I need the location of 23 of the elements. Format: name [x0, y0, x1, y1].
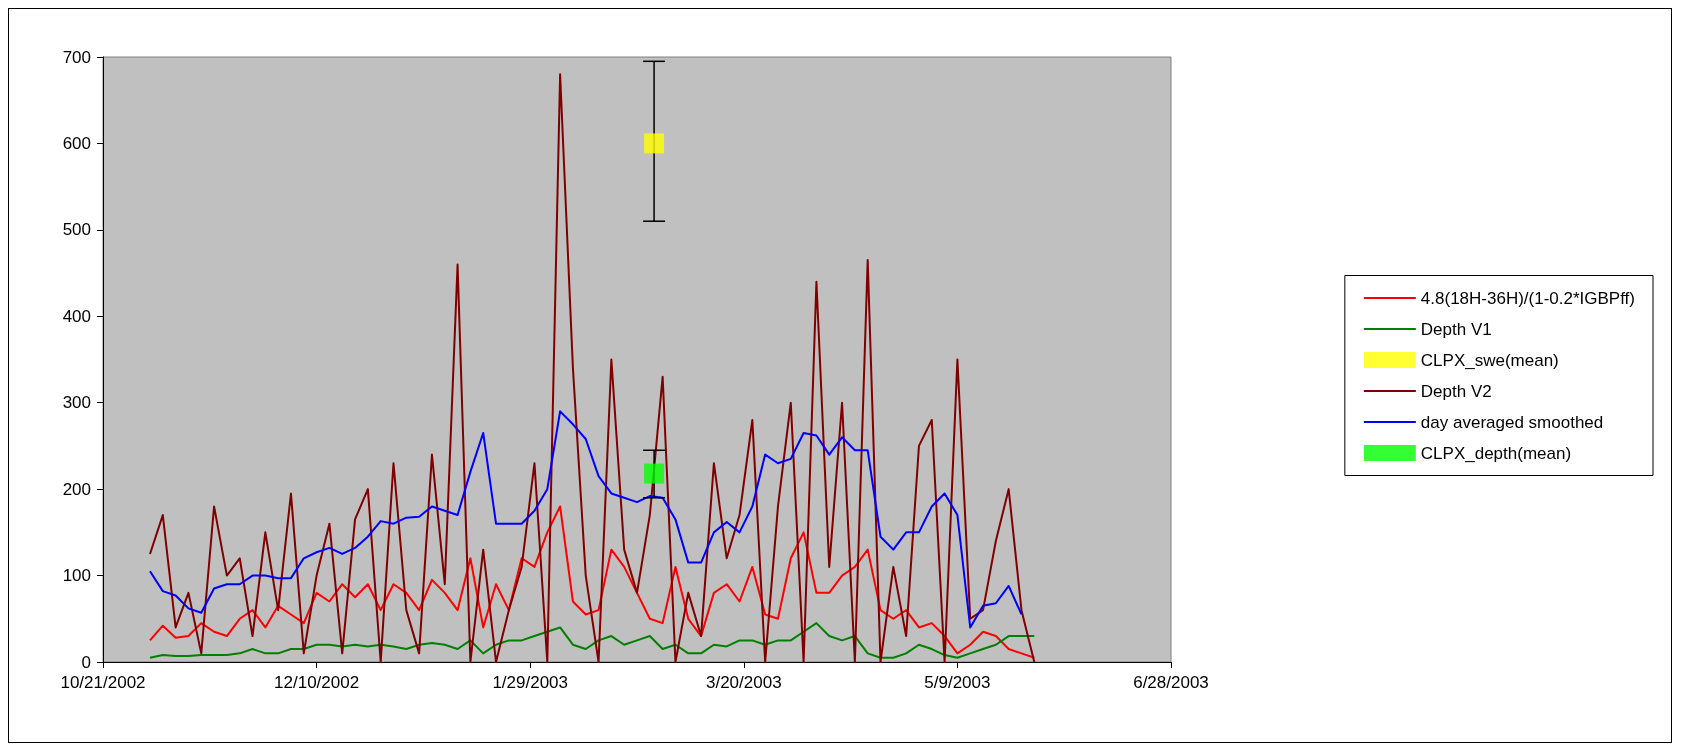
y-tick-label: 600	[62, 133, 91, 153]
x-tick-label: 1/29/2003	[492, 673, 569, 692]
y-tick-label: 700	[62, 47, 91, 67]
x-tick-label: 3/20/2003	[705, 673, 782, 692]
x-tick-label: 10/21/2002	[60, 673, 146, 692]
y-tick-label: 100	[62, 566, 91, 586]
y-tick-label: 400	[62, 306, 91, 326]
y-tick-label: 200	[62, 479, 91, 499]
y-tick-label: 300	[62, 393, 91, 413]
x-tick-label: 6/28/2003	[1133, 673, 1209, 692]
legend-label: Depth V1	[1420, 319, 1492, 339]
legend-label: Depth V2	[1420, 381, 1492, 401]
line-series	[148, 410, 1023, 629]
x-tick-label: 12/10/2002	[274, 673, 360, 692]
legend-label: 4.8(18H-36H)/(1-0.2*IGBPff)	[1420, 288, 1636, 308]
legend-label: CLPX_depth(mean)	[1420, 443, 1572, 463]
x-tick-label: 5/9/2003	[924, 673, 991, 692]
y-tick-label: 0	[81, 652, 91, 672]
line-series	[148, 73, 1036, 663]
legend-label: CLPX_swe(mean)	[1420, 350, 1559, 370]
legend-label: day averaged smoothed	[1420, 412, 1604, 432]
line-series	[148, 622, 1036, 659]
y-tick-label: 500	[62, 220, 91, 240]
